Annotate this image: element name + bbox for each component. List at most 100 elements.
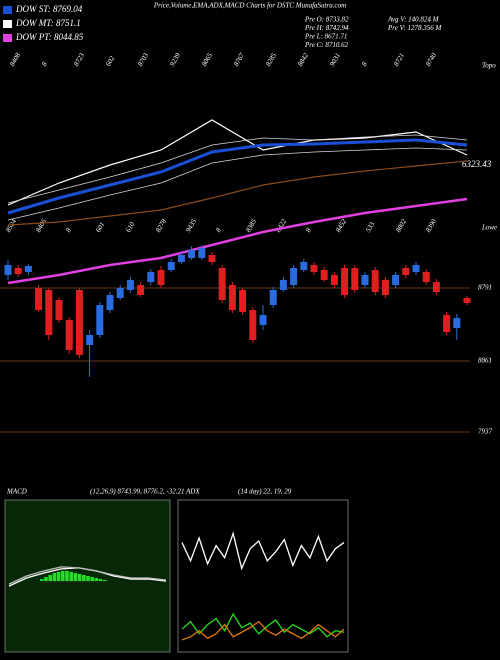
indicator-line [181, 612, 345, 638]
candle-body [228, 285, 236, 310]
candle-body [463, 298, 471, 303]
histogram-bar [40, 579, 44, 582]
bottom-date-label: 8 [214, 226, 223, 233]
candle-body [330, 275, 338, 285]
histogram-bar [98, 579, 103, 582]
candle-body [198, 248, 206, 258]
legend-swatch [3, 34, 12, 42]
candle-body [65, 320, 73, 350]
panel-subtitle: (14 day) 22, 19, 29 [238, 488, 292, 496]
candle-body [443, 315, 451, 332]
candle-body [310, 265, 318, 272]
line-series [7, 134, 468, 204]
candle-body [106, 295, 114, 310]
histogram-bar [61, 570, 65, 582]
line-series [7, 138, 468, 215]
histogram-bar [103, 580, 107, 582]
candle-body [55, 300, 63, 320]
price-label: 6323.43 [462, 159, 492, 169]
candle-body [4, 265, 12, 275]
candle-body [45, 290, 53, 335]
histogram-bar [56, 571, 61, 582]
candle-body [402, 268, 410, 275]
candle-body [86, 335, 94, 345]
panel-subtitle: (12,26,9) 8743.99, 8776.2, -32.21 [90, 488, 185, 496]
panel-title: ADX [185, 488, 200, 496]
histogram-bar [77, 573, 82, 582]
candle-body [361, 275, 369, 285]
candle-body [300, 262, 308, 270]
candle-body [126, 280, 134, 290]
line-series [7, 197, 468, 285]
candle-body [422, 272, 430, 282]
candle-body [208, 255, 216, 262]
legend-label: DOW MT: 8751.1 [15, 18, 81, 28]
histogram-bar [48, 574, 52, 582]
candle-body [147, 272, 155, 282]
candle-body [279, 280, 287, 290]
candle-body [381, 280, 389, 295]
indicator-line [8, 566, 167, 585]
candle-body [392, 275, 400, 285]
legend-swatch [3, 20, 12, 28]
candle-body [75, 290, 83, 355]
candle-body [188, 250, 196, 258]
stat: Avg V: 140.824 M [387, 16, 440, 24]
legend-swatch [3, 6, 12, 14]
candle-body [239, 290, 247, 312]
histogram-bar [86, 576, 90, 582]
candle-body [320, 270, 328, 280]
histogram-bar [82, 574, 86, 582]
candle-body [218, 268, 226, 300]
candle-body [14, 268, 22, 274]
candle-body [177, 255, 185, 262]
stat: Pre C: 8710.62 [304, 41, 349, 49]
page-title: Price,Volume,EMA,ADX,MACD Charts for DST… [153, 2, 346, 10]
top-date-label: 8 [360, 60, 369, 67]
candle-body [453, 318, 461, 328]
candle-body [259, 315, 267, 325]
histogram-bar [90, 577, 94, 582]
candle-body [24, 266, 32, 272]
candle-body [249, 310, 257, 340]
candle-body [269, 290, 277, 305]
candle-body [96, 305, 104, 335]
stat: Pre O: 8733.82 [304, 16, 349, 24]
candle-body [116, 288, 124, 298]
candle-body [137, 285, 145, 295]
candle-body [290, 268, 298, 285]
candle-body [341, 268, 349, 295]
legend-label: DOW ST: 8769.04 [15, 4, 83, 14]
histogram-bar [65, 570, 69, 582]
stat: Pre H: 8742.94 [304, 24, 349, 32]
line-series [7, 160, 468, 226]
candle-body [371, 270, 379, 292]
legend-label: DOW PT: 8044.85 [15, 32, 84, 42]
bottom-date-label: 8 [64, 226, 73, 233]
stat: Pre L: 8671.71 [304, 33, 347, 41]
histogram-bar [44, 577, 48, 582]
line-series [7, 147, 468, 221]
candle-body [432, 282, 440, 292]
top-end-label: Topo [482, 62, 496, 70]
candle-body [35, 288, 43, 310]
histogram-bar [73, 572, 78, 582]
candle-body [157, 270, 165, 285]
line-series [7, 119, 468, 206]
indicator-line [181, 620, 345, 641]
level-label: 7937 [478, 428, 493, 436]
level-label: 8861 [478, 357, 492, 365]
panel-title: MACD [6, 488, 27, 496]
histogram-bar [69, 571, 73, 582]
histogram-bar [52, 572, 57, 582]
level-label: 8791 [478, 284, 492, 292]
top-date-label: 8 [40, 60, 49, 67]
indicator-line [181, 531, 345, 571]
bottom-date-label: 8 [304, 226, 313, 233]
bottom-end-label: Lowe [481, 224, 497, 232]
histogram-bar [94, 578, 99, 582]
candle-body [412, 265, 420, 272]
stat: Pre V: 1278.356 M [387, 24, 442, 32]
candle-body [351, 268, 359, 290]
